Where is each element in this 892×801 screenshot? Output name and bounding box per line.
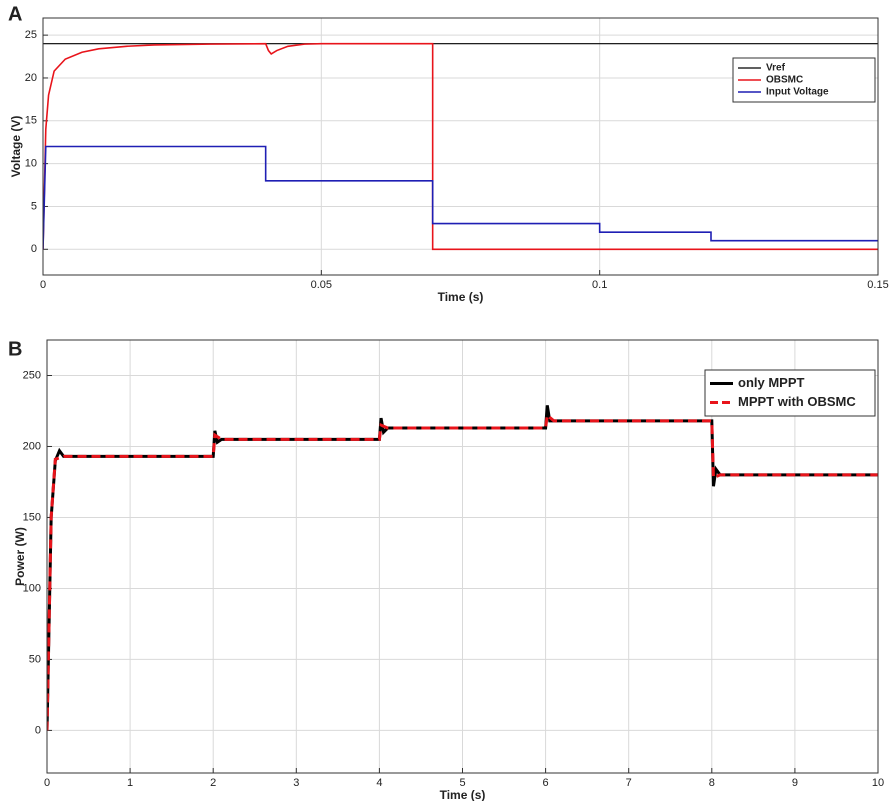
x-tick-label: 6 [543, 777, 549, 789]
series-line [43, 145, 878, 250]
plot [47, 405, 878, 731]
y-tick-label: 0 [35, 724, 41, 736]
x-axis-label: Time (s) [440, 788, 486, 801]
plot-frame [42, 17, 879, 276]
panel-label: A [8, 3, 22, 25]
x-tick-label: 0.05 [311, 279, 332, 291]
legend-box [704, 369, 876, 417]
y-tick-label: 100 [23, 582, 41, 594]
x-tick-label: 3 [293, 777, 299, 789]
series-line [43, 42, 878, 251]
y-tick-label: 20 [25, 72, 37, 84]
y-tick-label: 15 [25, 115, 37, 127]
legend-label: OBSMC [766, 75, 803, 86]
x-tick-label: 0.1 [592, 279, 607, 291]
x-tick-label: 0 [44, 777, 50, 789]
y-tick-label: 25 [25, 29, 37, 41]
y-tick-label: 150 [23, 511, 41, 523]
x-tick-label: 2 [210, 777, 216, 789]
x-tick-label: 1 [127, 777, 133, 789]
y-tick-label: 0 [31, 243, 37, 255]
plot-frame [46, 339, 879, 774]
x-tick-label: 8 [709, 777, 715, 789]
x-tick-label: 5 [459, 777, 465, 789]
x-axis-label: Time (s) [438, 290, 484, 304]
legend-label: only MPPT [738, 375, 805, 390]
x-tick-label: 9 [792, 777, 798, 789]
x-tick-label: 0.15 [867, 279, 888, 291]
x-tick-label: 0 [40, 279, 46, 291]
plot [43, 42, 878, 251]
panel-label: B [8, 338, 22, 360]
y-tick-label: 250 [23, 369, 41, 381]
y-axis-label: Power (W) [13, 527, 27, 586]
x-tick-label: 4 [376, 777, 382, 789]
y-tick-label: 10 [25, 158, 37, 170]
x-tick-label: 10 [872, 777, 884, 789]
x-tick-label: 7 [626, 777, 632, 789]
legend-label: Input Voltage [766, 87, 829, 98]
legend-box [732, 57, 876, 103]
y-tick-label: 50 [29, 653, 41, 665]
series-line [47, 412, 878, 731]
y-axis-label: Voltage (V) [9, 116, 23, 178]
y-tick-label: 5 [31, 200, 37, 212]
legend-label: Vref [766, 63, 786, 74]
y-tick-label: 200 [23, 440, 41, 452]
legend-label: MPPT with OBSMC [738, 394, 856, 409]
